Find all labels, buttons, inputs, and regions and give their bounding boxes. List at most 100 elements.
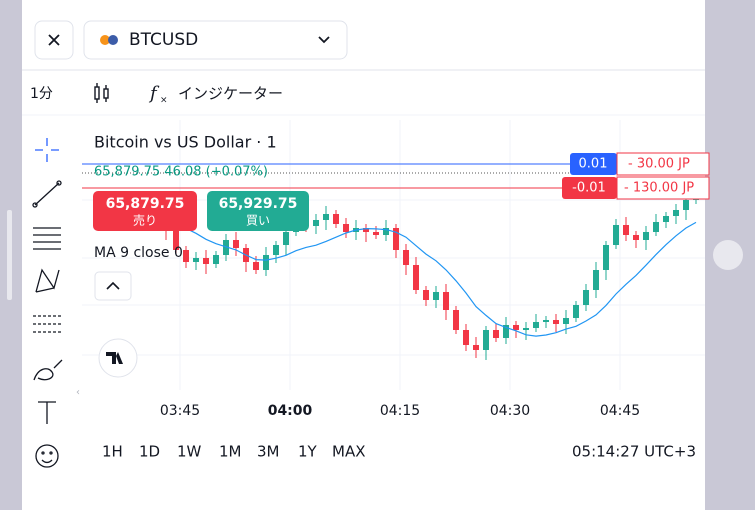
quote: 65,879.75 46.08 (+0.07%) [94,165,268,180]
candle [603,245,609,270]
grid [82,120,705,390]
candle [233,240,239,248]
candle [183,250,189,262]
candle [593,270,599,290]
indicator-legend: MA 9 close 0 [94,245,183,261]
collapse-legend[interactable] [94,271,132,301]
tv-logo-mark [106,352,123,364]
chevron [318,36,330,44]
symbol-selector[interactable] [83,20,348,60]
app [22,0,705,510]
candle [583,290,589,305]
candle [263,255,269,270]
candle [393,228,399,250]
usd-icon [108,35,118,45]
range-bar: 1H 1D 1W 1M 3M 1Y MAX [102,443,365,461]
range-button[interactable]: 1Y [298,443,318,461]
order-qty-box[interactable] [562,177,617,199]
candle [573,305,579,318]
range-button[interactable]: 1M [219,443,242,461]
candle [273,245,279,255]
range-button[interactable]: 1H [102,443,123,461]
time-label: 03:45 [160,403,200,419]
candle [493,330,499,338]
candle [643,232,649,240]
candle [543,320,549,322]
fx-icon-x: × [160,96,168,106]
candle [683,200,689,210]
candle [463,330,469,345]
candle [513,325,519,330]
candle [483,330,489,350]
order-qty-box[interactable] [570,153,617,175]
candle [423,290,429,300]
candle [563,318,569,324]
candle [313,220,319,226]
candle [413,265,419,290]
candle [373,232,379,235]
time-label: 04:00 [268,403,313,419]
time-axis: 03:45 04:00 04:15 04:30 04:45 [160,403,640,419]
candle [203,258,209,264]
sell-price: 65,879.75 [106,196,185,212]
time-label: 04:30 [490,403,530,419]
time-label: 04:15 [380,403,420,419]
range-button[interactable]: 1W [177,443,202,461]
btc-icon [100,35,110,45]
candle [523,328,529,330]
candle [503,325,509,338]
candle [433,292,439,300]
range-button[interactable]: 1D [139,443,160,461]
order-qty: -0.01 [572,181,606,196]
buy-price: 65,929.75 [219,196,298,212]
range-button[interactable]: 3M [257,443,280,461]
candle-type-icon[interactable] [94,83,109,103]
candle [633,235,639,240]
chevron-up [106,281,120,290]
candle [533,322,539,328]
buy-button[interactable] [207,191,309,231]
candle [653,222,659,232]
candle [623,225,629,235]
candle [173,230,179,250]
chart-title: Bitcoin vs US Dollar · 1 [94,133,277,152]
candle [383,228,389,235]
symbol: BTCUSD [129,30,198,50]
interval[interactable]: 1分 [30,86,53,102]
candle [453,310,459,330]
candle [443,292,449,310]
collapse-arrow[interactable]: ‹ [76,387,80,398]
candle [473,345,479,350]
sell-button[interactable] [93,191,197,231]
order-pnl-box[interactable] [616,176,710,200]
candle [283,232,289,245]
indicators-button[interactable]: インジケーター [178,85,283,103]
home-button[interactable] [713,240,743,270]
candle [333,214,339,224]
clock: 05:14:27 UTC+3 [572,443,696,461]
candle [363,228,369,232]
candle [223,240,229,255]
ma-line [175,221,697,337]
candle [343,224,349,232]
candle [323,214,329,220]
order-qty: 0.01 [579,157,608,172]
order-pnl: - 130.00 JP [624,181,694,196]
candle [663,216,669,222]
drawing-tools[interactable] [32,138,63,468]
candle [673,210,679,216]
candle [553,320,559,324]
range-button[interactable]: MAX [332,443,365,461]
side-bar [7,210,12,300]
candle [213,255,219,264]
candle [403,250,409,265]
buy-label: 買い [246,214,270,228]
sell-label: 売り [133,213,157,228]
candle [253,262,259,270]
close-icon [48,34,60,46]
order-pnl-box[interactable] [616,152,710,176]
time-label: 04:45 [600,403,640,419]
candle [193,258,199,262]
candle [613,225,619,245]
